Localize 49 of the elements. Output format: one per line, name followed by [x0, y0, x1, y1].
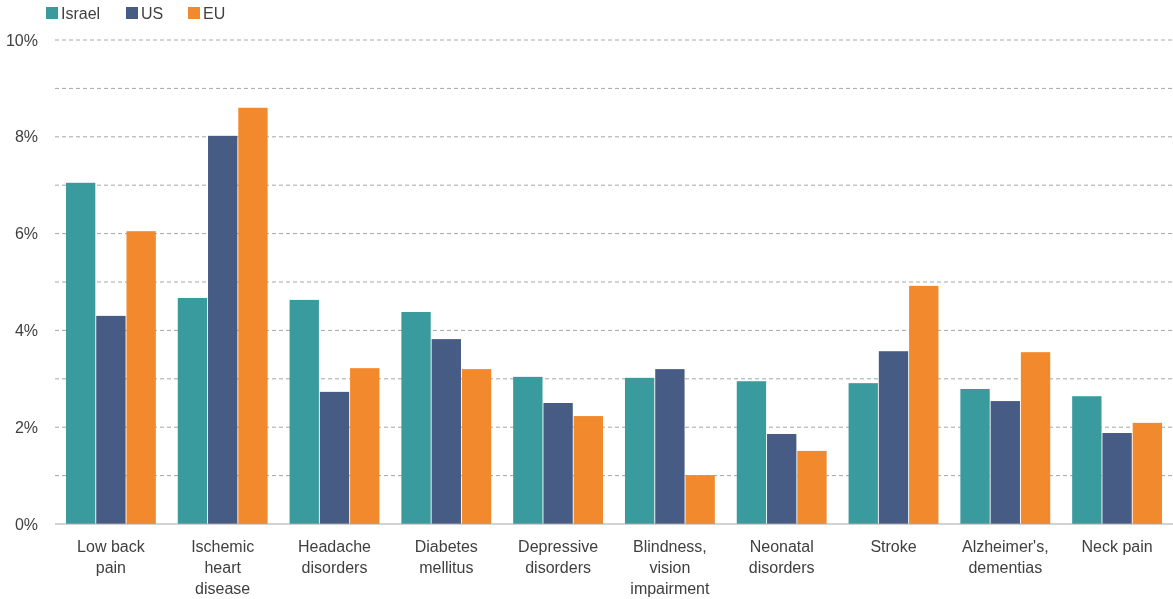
- bar: [848, 383, 878, 524]
- bar: [289, 299, 319, 524]
- bar: [96, 315, 126, 524]
- bar: [655, 369, 685, 524]
- bar: [1072, 396, 1102, 524]
- y-tick-label: 0%: [14, 515, 38, 533]
- bar: [350, 368, 380, 524]
- legend-label: Israel: [61, 4, 101, 22]
- x-tick-label: Neonatal disorders: [748, 538, 815, 576]
- bar: [960, 388, 990, 524]
- bar: [767, 433, 797, 524]
- legend-label: EU: [203, 4, 226, 22]
- y-tick-label: 6%: [14, 225, 38, 243]
- bar: [126, 231, 156, 524]
- bar: [1102, 433, 1132, 524]
- y-tick-label: 10%: [5, 31, 38, 49]
- bar: [685, 475, 715, 524]
- bar: [401, 312, 431, 524]
- bar: [238, 107, 268, 524]
- y-tick-label: 4%: [14, 322, 38, 339]
- bar: [909, 285, 939, 524]
- bar: [573, 416, 604, 524]
- x-tick-label: Low back pain: [77, 538, 146, 576]
- bar: [797, 450, 827, 524]
- x-tick-label: Diabetes mellitus: [414, 538, 478, 576]
- bar: [208, 135, 238, 524]
- x-tick-label: Alzheimer's, dementias: [961, 538, 1049, 576]
- bar: [1132, 422, 1163, 524]
- bar: [177, 297, 208, 524]
- y-tick-label: 2%: [14, 418, 38, 436]
- x-tick-label: Headache disorders: [298, 538, 372, 576]
- bar: [1020, 352, 1051, 524]
- y-tick-label: 8%: [14, 128, 38, 146]
- bar: [513, 376, 543, 524]
- bar: [65, 182, 96, 524]
- x-tick-label: Neck pain: [1081, 538, 1153, 555]
- x-tick-label: Ischemic heart disease: [191, 538, 255, 597]
- bar: [543, 403, 573, 524]
- x-tick-label: Blindness, vision impairment: [630, 538, 711, 597]
- x-tick-label: Stroke: [870, 538, 917, 555]
- bar: [624, 377, 655, 524]
- x-tick-label: Depressive disorders: [518, 538, 599, 576]
- bar: [878, 351, 909, 524]
- bar: [319, 391, 350, 524]
- bar: [990, 401, 1020, 524]
- legend-label: US: [141, 4, 164, 22]
- bar: [736, 381, 767, 524]
- bar: [461, 369, 492, 524]
- bar: [431, 339, 461, 524]
